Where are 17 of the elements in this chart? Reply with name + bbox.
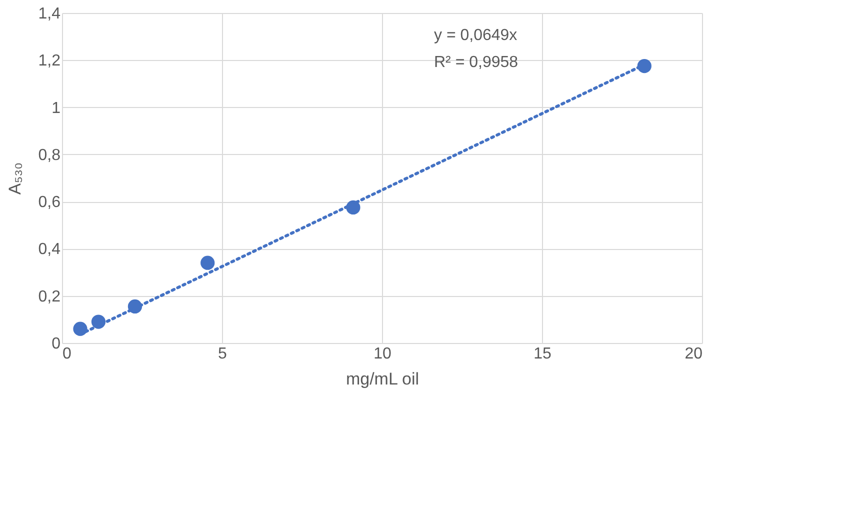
y-tick-label: 1,2 (38, 52, 61, 70)
y-tick-label: 0,8 (38, 146, 61, 164)
y-tick-label: 0,4 (38, 241, 61, 258)
y-tick-label: 0,2 (38, 288, 61, 306)
annotation: R² = 0,9958 (434, 54, 518, 71)
x-tick-label: 0 (62, 346, 72, 362)
x-tick-label: 20 (684, 346, 703, 362)
y-tick-label: 0,6 (38, 194, 61, 212)
x-tick-label: 10 (374, 346, 392, 362)
annotation: y = 0,0649x (434, 27, 518, 44)
y-axis-title: A₅₃₀ (5, 162, 24, 195)
x-axis-title: mg/mL oil (346, 370, 420, 388)
y-tick-label: 1 (52, 100, 61, 117)
y-tick-label: 1,4 (38, 6, 61, 22)
point (200, 256, 215, 270)
x-tick-label: 5 (218, 346, 228, 362)
x-tick-label: 15 (534, 346, 552, 362)
